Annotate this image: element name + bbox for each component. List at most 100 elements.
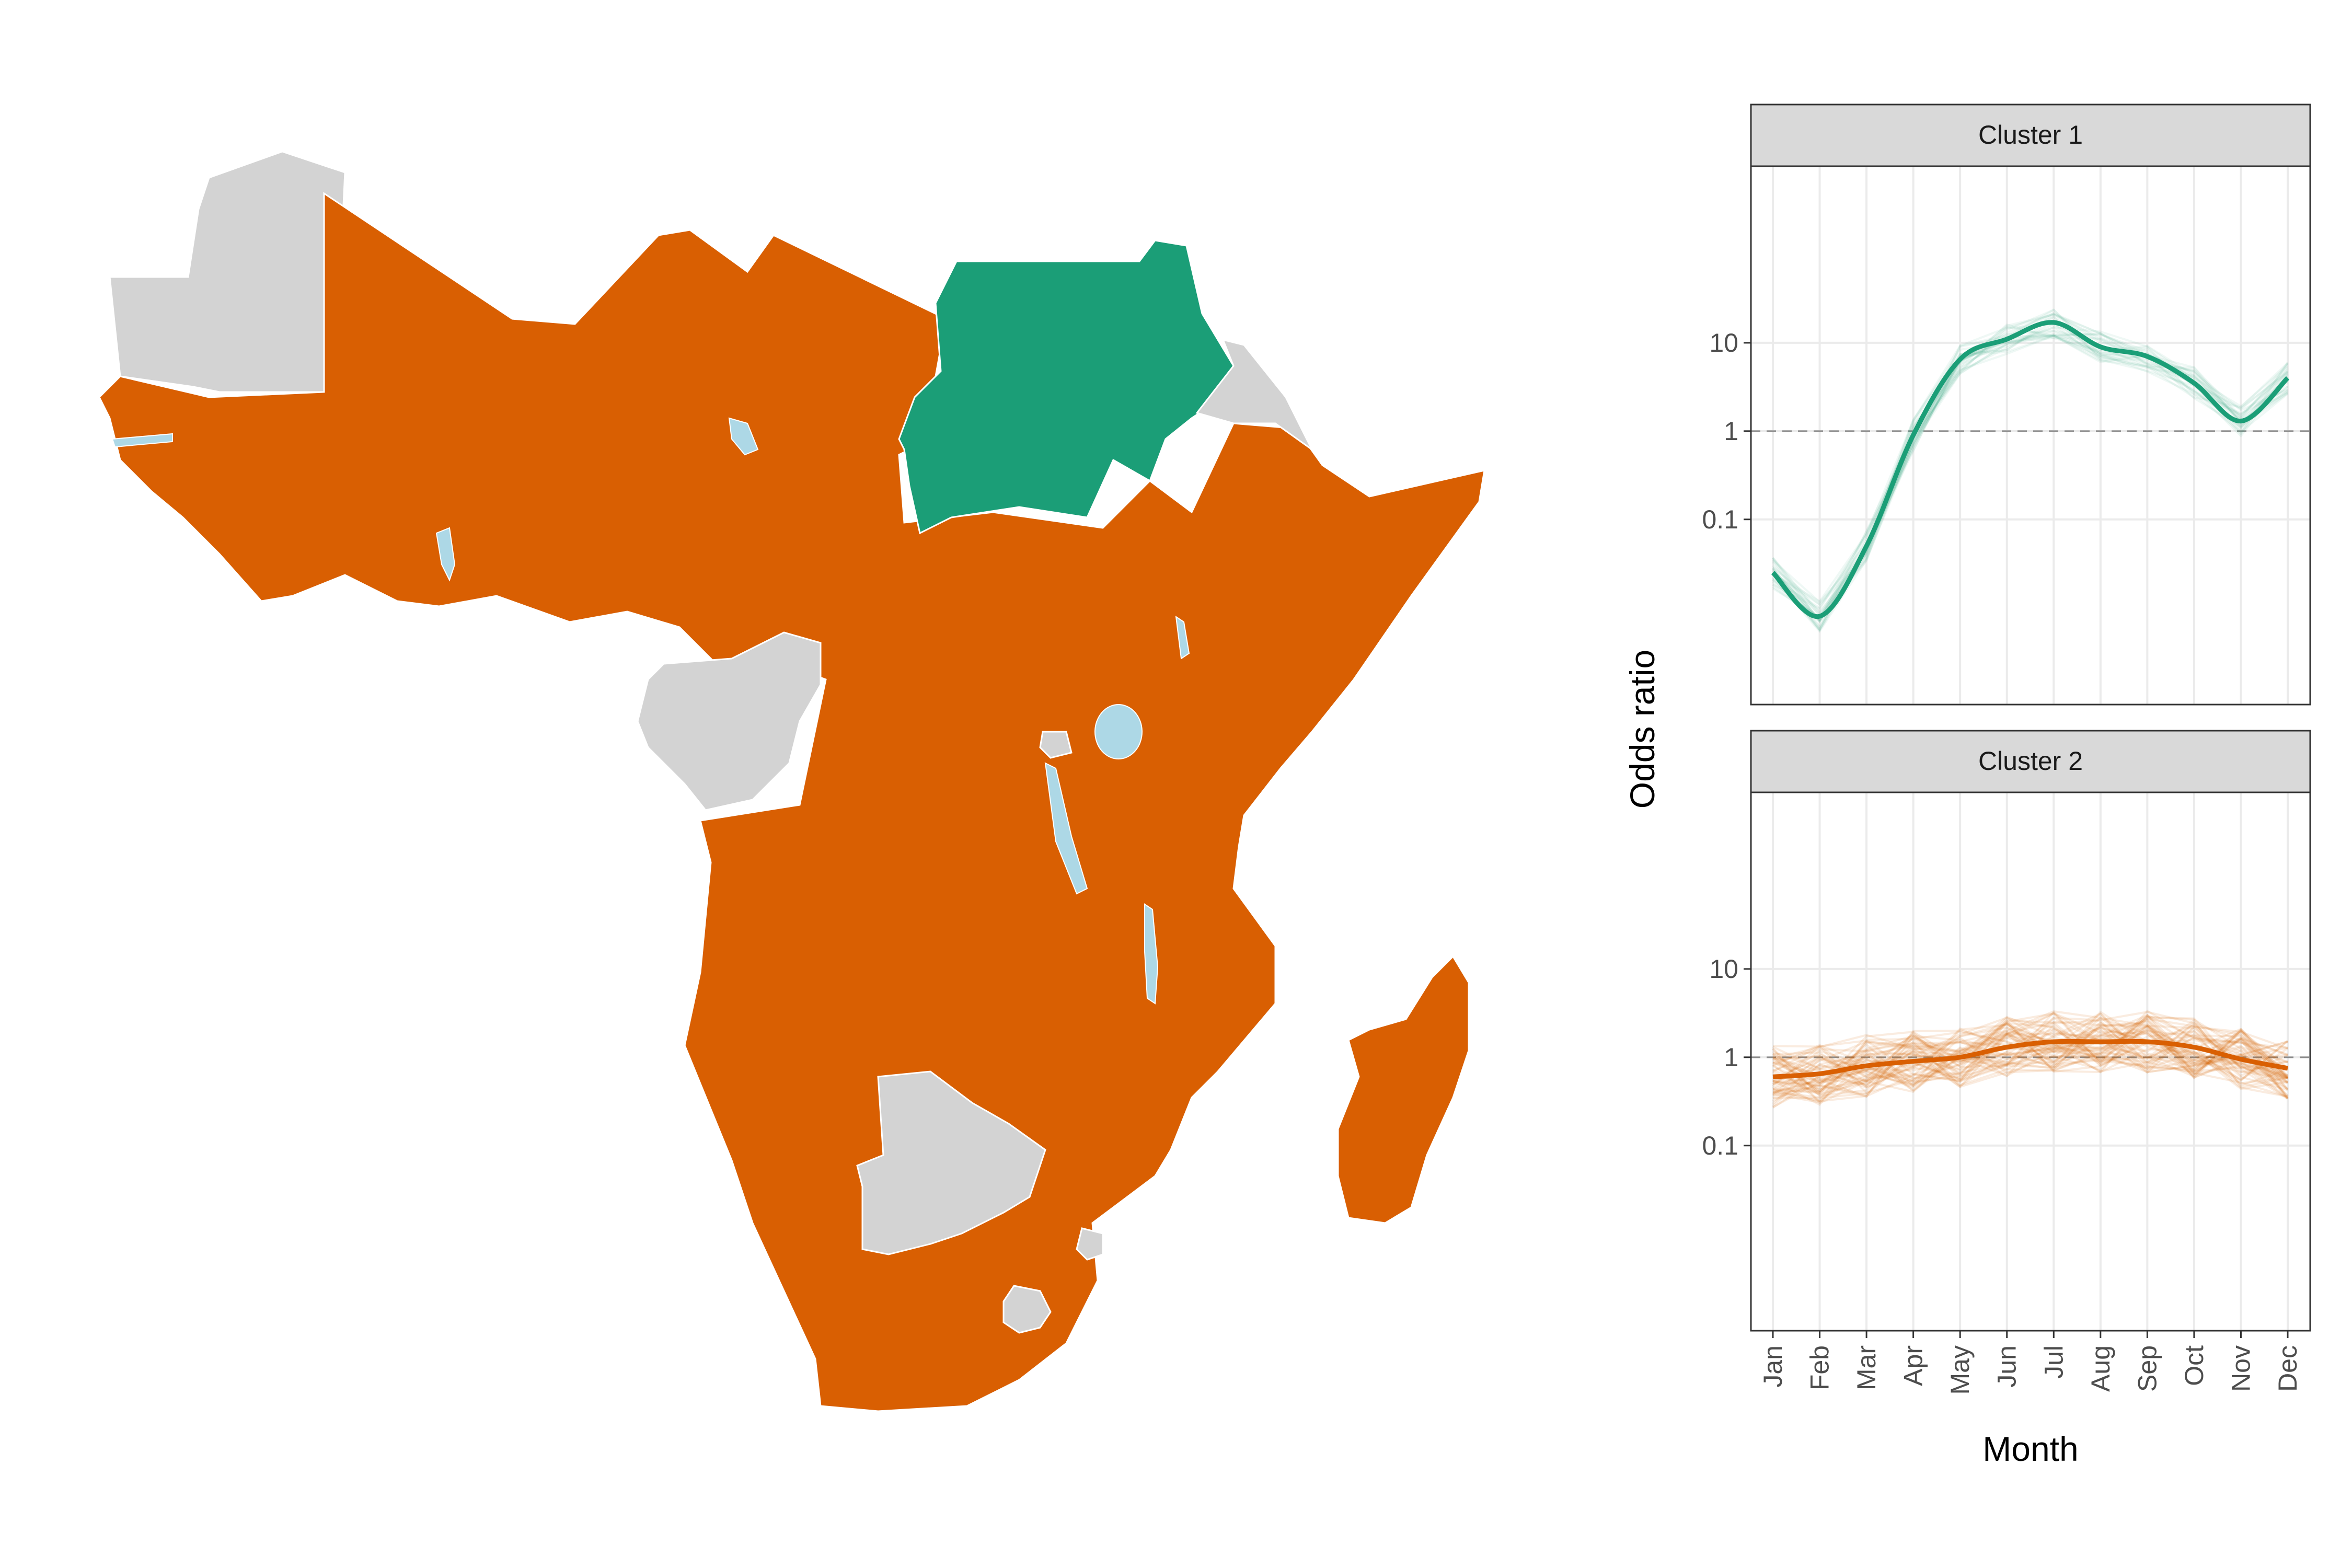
region-line xyxy=(1772,1034,2288,1079)
no-data-region xyxy=(856,1070,1046,1255)
region-line xyxy=(1772,308,2289,633)
region-line xyxy=(1772,1028,2289,1092)
region-line xyxy=(1772,1023,2289,1104)
lake-malawi xyxy=(1144,903,1159,1005)
region-line xyxy=(1772,1025,2288,1086)
region-line xyxy=(1772,1031,2289,1102)
x-axis: Jan Feb Mar Apr May Jun Jul Aug Sep Oct Nov Dec xyxy=(1758,1331,2302,1394)
region-line xyxy=(1772,312,2289,603)
region-line xyxy=(1772,313,2289,609)
region-line xyxy=(1772,1027,2288,1085)
cluster-2-line xyxy=(1772,1039,2288,1079)
lake-chad xyxy=(728,417,759,456)
x-tick-label: Jun xyxy=(1992,1345,2022,1388)
region-line xyxy=(1772,1010,2289,1097)
region-line xyxy=(1772,1010,2289,1098)
region-line xyxy=(1772,1024,2288,1090)
panel-2-title: Cluster 2 xyxy=(1978,746,2083,776)
panel-cluster-1: Cluster 1 0.1 1 10 xyxy=(1702,103,2311,706)
region-line xyxy=(1772,1016,2288,1102)
africa-cluster-map xyxy=(98,151,1485,1412)
no-data-region xyxy=(1076,1227,1104,1261)
region-line xyxy=(1772,1014,2288,1089)
panel-1-strip xyxy=(1751,105,2310,166)
region-line xyxy=(1772,1035,2289,1100)
x-tick-label: Nov xyxy=(2226,1345,2255,1392)
region-line xyxy=(1772,308,2289,606)
x-tick-label: Oct xyxy=(2180,1345,2209,1386)
x-tick-label: Dec xyxy=(2273,1345,2302,1392)
region-line xyxy=(1772,1030,2288,1089)
panel-2-plot-area xyxy=(1751,792,2310,1331)
lake-tanganyika xyxy=(1044,762,1088,895)
x-tick-label: Jan xyxy=(1758,1345,1788,1388)
region-line xyxy=(1772,1022,2288,1082)
x-axis-title: Month xyxy=(1982,1429,2078,1468)
region-line xyxy=(1772,313,2289,622)
no-data-region xyxy=(637,631,822,811)
region-line xyxy=(1772,1012,2288,1087)
x-tick-label: Jul xyxy=(2039,1345,2068,1379)
region-line xyxy=(1772,1024,2289,1085)
region-line xyxy=(1772,1016,2289,1109)
x-tick-label: Aug xyxy=(2086,1345,2115,1392)
region-line xyxy=(1772,1021,2288,1106)
region-line xyxy=(1772,1022,2288,1096)
region-line xyxy=(1772,1022,2288,1094)
panel-cluster-2: Cluster 2 0.1 1 10 xyxy=(1702,730,2311,1332)
panel-2-border xyxy=(1750,730,2311,1332)
region-line xyxy=(1772,1011,2289,1090)
region-line xyxy=(1772,1019,2288,1097)
no-data-region xyxy=(109,151,346,393)
y-tick-label: 0.1 xyxy=(1702,1131,1738,1160)
region-line xyxy=(1772,330,2289,618)
region-line xyxy=(1772,1016,2288,1070)
panel-1-plot-area xyxy=(1751,166,2310,705)
lake-turkana xyxy=(1175,615,1190,660)
panel-2-grid xyxy=(1751,792,2310,1331)
region-line xyxy=(1772,332,2289,624)
no-data-region xyxy=(1195,338,1313,451)
panel-2-y-axis: 0.1 1 10 xyxy=(1702,954,1751,1160)
region-line xyxy=(1772,1021,2288,1094)
y-axis-title: Odds ratio xyxy=(1623,650,1662,809)
region-line xyxy=(1772,1026,2289,1091)
region-line xyxy=(1772,1021,2288,1098)
x-tick-label: Apr xyxy=(1899,1345,1928,1386)
region-line xyxy=(1772,323,2289,621)
region-line xyxy=(1772,1028,2289,1094)
y-tick-label: 1 xyxy=(1724,1043,1738,1072)
region-line xyxy=(1772,1031,2289,1099)
lake-victoria xyxy=(1094,704,1143,759)
x-tick-label: Mar xyxy=(1852,1345,1881,1390)
region-line xyxy=(1772,1021,2288,1094)
region-line xyxy=(1772,1021,2288,1079)
region-line xyxy=(1772,1023,2288,1107)
region-line xyxy=(1772,1012,2288,1091)
region-line xyxy=(1772,1018,2289,1093)
y-tick-label: 10 xyxy=(1709,954,1738,984)
y-tick-label: 10 xyxy=(1709,328,1738,358)
cluster-1-line xyxy=(1771,320,2290,619)
region-line xyxy=(1772,1050,2289,1091)
region-line xyxy=(1772,1009,2288,1108)
region-line xyxy=(1772,1036,2289,1082)
panel-1-border xyxy=(1750,103,2311,706)
y-tick-label: 1 xyxy=(1724,417,1738,446)
panel-2-strip xyxy=(1751,731,2310,792)
region-line xyxy=(1772,1012,2289,1100)
region-line xyxy=(1772,1012,2288,1099)
region-line xyxy=(1772,1027,2288,1096)
x-tick-label: Feb xyxy=(1805,1345,1835,1390)
region-line xyxy=(1772,1014,2288,1102)
region-line xyxy=(1772,1031,2289,1100)
river-gambia xyxy=(111,433,173,448)
region-line xyxy=(1772,1028,2289,1089)
no-data-region xyxy=(1039,731,1073,759)
region-line xyxy=(1772,1025,2288,1088)
lake-volta xyxy=(435,527,456,582)
cluster-1-region xyxy=(898,239,1235,535)
x-tick-label: Sep xyxy=(2132,1345,2162,1392)
no-data-region xyxy=(1002,1285,1052,1334)
